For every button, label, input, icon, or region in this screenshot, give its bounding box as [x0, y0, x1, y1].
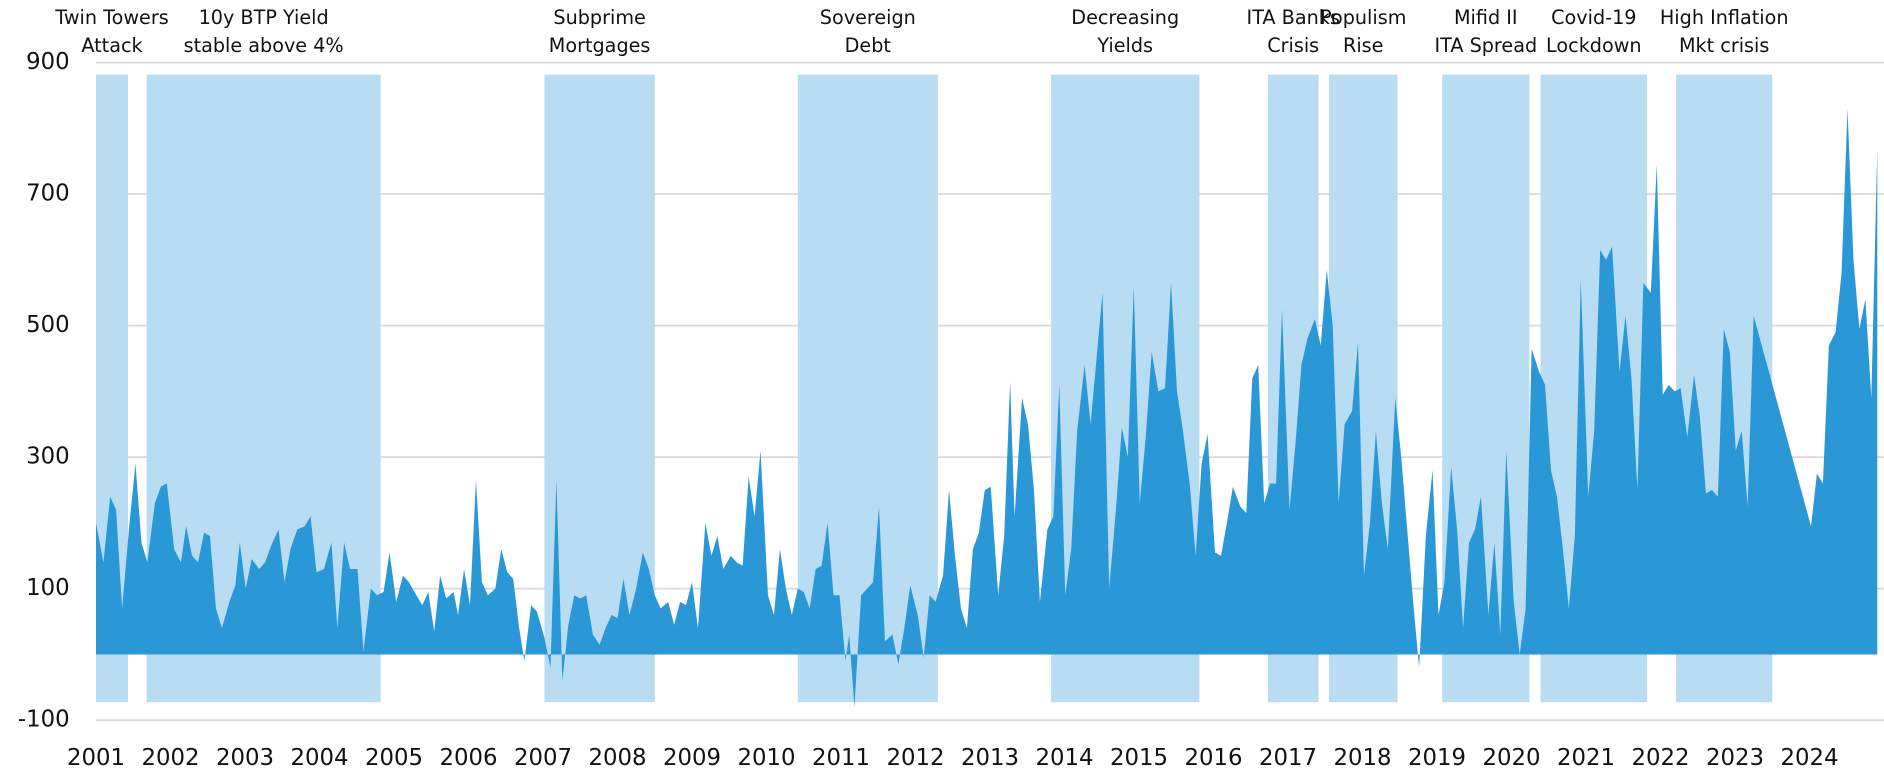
- event-label: Yields: [1096, 34, 1153, 57]
- x-tick-label: 2016: [1184, 745, 1242, 771]
- x-tick-label: 2010: [737, 745, 795, 771]
- x-tick-label: 2019: [1408, 745, 1466, 771]
- event-label: High Inflation: [1660, 6, 1789, 29]
- event-label: Twin Towers: [54, 6, 168, 29]
- x-tick-label: 2024: [1780, 745, 1838, 771]
- x-tick-label: 2011: [812, 745, 870, 771]
- event-label: ITA Banks: [1247, 6, 1340, 29]
- x-tick-label: 2020: [1482, 745, 1540, 771]
- x-tick-label: 2017: [1259, 745, 1317, 771]
- x-tick-label: 2023: [1706, 745, 1764, 771]
- y-tick-label: -100: [18, 707, 70, 733]
- x-tick-label: 2018: [1333, 745, 1391, 771]
- x-tick-label: 2002: [141, 745, 199, 771]
- event-label: Rise: [1343, 34, 1383, 57]
- y-tick-label: 700: [26, 181, 70, 207]
- event-label: Attack: [81, 34, 143, 57]
- event-label: Debt: [845, 34, 892, 57]
- event-label: Mkt crisis: [1679, 34, 1769, 57]
- x-tick-label: 2004: [290, 745, 348, 771]
- event-label: Sovereign: [820, 6, 916, 29]
- x-tick-label: 2005: [365, 745, 423, 771]
- x-tick-label: 2007: [514, 745, 572, 771]
- event-label: Covid-19: [1551, 6, 1636, 29]
- event-label: Subprime: [553, 6, 645, 29]
- x-tick-label: 2009: [663, 745, 721, 771]
- x-tick-label: 2013: [961, 745, 1019, 771]
- x-tick-label: 2021: [1557, 745, 1615, 771]
- x-tick-label: 2015: [1110, 745, 1168, 771]
- x-tick-label: 2006: [439, 745, 497, 771]
- event-label: Mortgages: [549, 34, 651, 57]
- event-label: Mifid II: [1454, 6, 1518, 29]
- x-tick-label: 2014: [1035, 745, 1093, 771]
- x-tick-label: 2012: [886, 745, 944, 771]
- event-label: Crisis: [1267, 34, 1319, 57]
- event-label: Populism: [1320, 6, 1406, 29]
- event-label: Lockdown: [1546, 34, 1642, 57]
- event-label: 10y BTP Yield: [199, 6, 329, 29]
- y-tick-label: 300: [26, 444, 70, 470]
- event-label: stable above 4%: [184, 34, 344, 57]
- x-tick-label: 2001: [67, 745, 125, 771]
- y-tick-label: 100: [26, 575, 70, 601]
- area: [96, 108, 1878, 708]
- y-tick-label: 500: [26, 312, 70, 338]
- event-label: ITA Spread: [1434, 34, 1537, 57]
- x-tick-label: 2003: [216, 745, 274, 771]
- x-tick-label: 2008: [588, 745, 646, 771]
- y-tick-label: 900: [26, 49, 70, 75]
- x-tick-label: 2022: [1631, 745, 1689, 771]
- event-label: Decreasing: [1071, 6, 1179, 29]
